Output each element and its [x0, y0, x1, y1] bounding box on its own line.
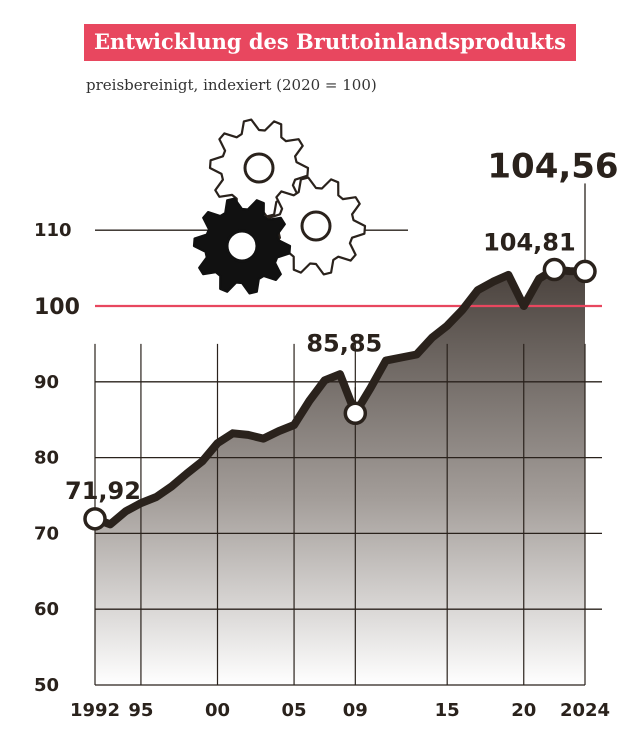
- gear-hole: [300, 210, 332, 242]
- gdp-line: [91, 265, 589, 529]
- chart-title: Entwicklung des Bruttoinlandsprodukts: [84, 24, 576, 61]
- x-tick-label: 20: [511, 700, 536, 721]
- y-tick-label: 90: [34, 372, 59, 393]
- data-point-marker: [573, 259, 597, 284]
- gear-hole: [243, 152, 275, 184]
- x-tick-label: 95: [128, 700, 153, 721]
- data-label: 104,56: [487, 146, 618, 186]
- x-tick-label: 09: [343, 700, 368, 721]
- gears-icon: [192, 118, 367, 295]
- y-tick-label: 50: [34, 675, 59, 696]
- data-point-marker: [542, 257, 567, 282]
- data-point-marker: [83, 507, 107, 531]
- x-tick-label: 00: [205, 700, 230, 721]
- y-tick-label: 110: [34, 220, 72, 241]
- x-tick-label: 05: [282, 700, 307, 721]
- chart-subtitle: preisbereinigt, indexiert (2020 = 100): [86, 76, 377, 94]
- x-tick-label: 1992: [70, 700, 120, 721]
- data-label: 104,81: [483, 229, 576, 257]
- data-label: 85,85: [306, 329, 382, 357]
- x-tick-label: 15: [435, 700, 460, 721]
- data-label: 71,92: [65, 477, 141, 505]
- y-tick-label: 100: [34, 295, 80, 320]
- data-point-marker: [343, 401, 368, 426]
- y-tick-label: 70: [34, 523, 59, 544]
- y-tick-label: 80: [34, 448, 59, 469]
- x-tick-label: 2024: [560, 700, 610, 721]
- y-tick-label: 60: [34, 599, 59, 620]
- gear-hole: [225, 229, 259, 263]
